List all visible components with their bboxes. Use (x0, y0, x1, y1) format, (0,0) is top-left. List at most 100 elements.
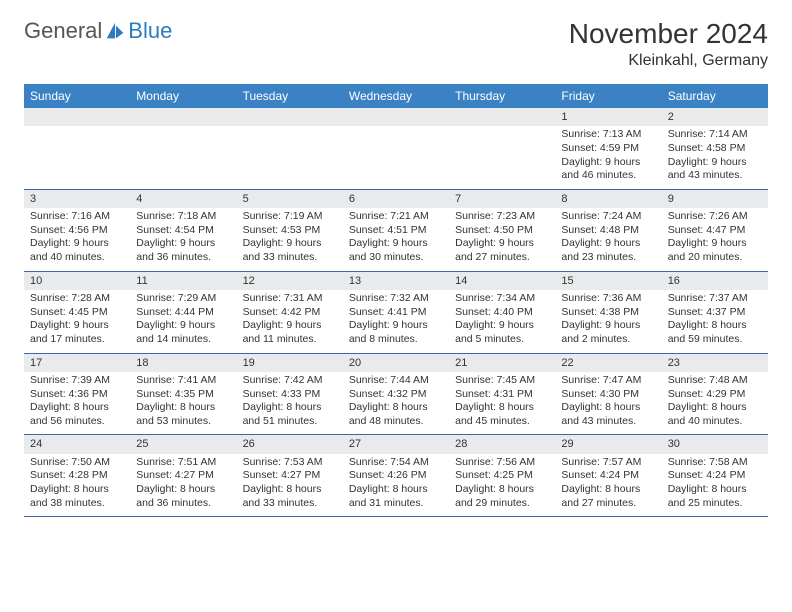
dayname-wednesday: Wednesday (343, 84, 449, 108)
day-number: 19 (237, 354, 343, 372)
calendar-cell: 12Sunrise: 7:31 AMSunset: 4:42 PMDayligh… (237, 271, 343, 353)
calendar-cell: 24Sunrise: 7:50 AMSunset: 4:28 PMDayligh… (24, 435, 130, 517)
calendar-cell: 8Sunrise: 7:24 AMSunset: 4:48 PMDaylight… (555, 189, 661, 271)
day-content: Sunrise: 7:53 AMSunset: 4:27 PMDaylight:… (237, 454, 343, 517)
day-number: 12 (237, 272, 343, 290)
day-number: 27 (343, 435, 449, 453)
calendar-cell: 18Sunrise: 7:41 AMSunset: 4:35 PMDayligh… (130, 353, 236, 435)
day-content: Sunrise: 7:54 AMSunset: 4:26 PMDaylight:… (343, 454, 449, 517)
day-content: Sunrise: 7:13 AMSunset: 4:59 PMDaylight:… (555, 126, 661, 189)
day-content: Sunrise: 7:56 AMSunset: 4:25 PMDaylight:… (449, 454, 555, 517)
day-number: 10 (24, 272, 130, 290)
calendar-cell: 26Sunrise: 7:53 AMSunset: 4:27 PMDayligh… (237, 435, 343, 517)
calendar-cell: 19Sunrise: 7:42 AMSunset: 4:33 PMDayligh… (237, 353, 343, 435)
day-content: Sunrise: 7:34 AMSunset: 4:40 PMDaylight:… (449, 290, 555, 353)
day-number: 23 (662, 354, 768, 372)
calendar-cell: 14Sunrise: 7:34 AMSunset: 4:40 PMDayligh… (449, 271, 555, 353)
day-number: 20 (343, 354, 449, 372)
day-content: Sunrise: 7:45 AMSunset: 4:31 PMDaylight:… (449, 372, 555, 435)
day-content: Sunrise: 7:26 AMSunset: 4:47 PMDaylight:… (662, 208, 768, 271)
day-content: Sunrise: 7:29 AMSunset: 4:44 PMDaylight:… (130, 290, 236, 353)
day-number: 25 (130, 435, 236, 453)
day-content: Sunrise: 7:48 AMSunset: 4:29 PMDaylight:… (662, 372, 768, 435)
header: General Blue November 2024 Kleinkahl, Ge… (24, 18, 768, 70)
calendar-cell (130, 108, 236, 189)
calendar-cell: 29Sunrise: 7:57 AMSunset: 4:24 PMDayligh… (555, 435, 661, 517)
day-number: 26 (237, 435, 343, 453)
dayname-friday: Friday (555, 84, 661, 108)
day-content: Sunrise: 7:50 AMSunset: 4:28 PMDaylight:… (24, 454, 130, 517)
calendar-table: SundayMondayTuesdayWednesdayThursdayFrid… (24, 84, 768, 517)
day-number: 2 (662, 108, 768, 126)
month-title: November 2024 (569, 18, 768, 50)
day-content: Sunrise: 7:58 AMSunset: 4:24 PMDaylight:… (662, 454, 768, 517)
day-number: 22 (555, 354, 661, 372)
day-content: Sunrise: 7:23 AMSunset: 4:50 PMDaylight:… (449, 208, 555, 271)
calendar-cell (343, 108, 449, 189)
calendar-cell: 10Sunrise: 7:28 AMSunset: 4:45 PMDayligh… (24, 271, 130, 353)
calendar-row: 24Sunrise: 7:50 AMSunset: 4:28 PMDayligh… (24, 435, 768, 517)
day-number: 9 (662, 190, 768, 208)
calendar-row: 3Sunrise: 7:16 AMSunset: 4:56 PMDaylight… (24, 189, 768, 271)
calendar-cell: 15Sunrise: 7:36 AMSunset: 4:38 PMDayligh… (555, 271, 661, 353)
day-content: Sunrise: 7:41 AMSunset: 4:35 PMDaylight:… (130, 372, 236, 435)
day-content: Sunrise: 7:37 AMSunset: 4:37 PMDaylight:… (662, 290, 768, 353)
day-content: Sunrise: 7:39 AMSunset: 4:36 PMDaylight:… (24, 372, 130, 435)
calendar-cell: 11Sunrise: 7:29 AMSunset: 4:44 PMDayligh… (130, 271, 236, 353)
title-block: November 2024 Kleinkahl, Germany (569, 18, 768, 70)
calendar-cell: 6Sunrise: 7:21 AMSunset: 4:51 PMDaylight… (343, 189, 449, 271)
calendar-cell: 23Sunrise: 7:48 AMSunset: 4:29 PMDayligh… (662, 353, 768, 435)
location: Kleinkahl, Germany (569, 52, 768, 70)
day-number: 16 (662, 272, 768, 290)
dayname-row: SundayMondayTuesdayWednesdayThursdayFrid… (24, 84, 768, 108)
calendar-cell (449, 108, 555, 189)
day-number: 6 (343, 190, 449, 208)
day-content: Sunrise: 7:19 AMSunset: 4:53 PMDaylight:… (237, 208, 343, 271)
calendar-cell: 2Sunrise: 7:14 AMSunset: 4:58 PMDaylight… (662, 108, 768, 189)
sail-icon (104, 20, 126, 42)
day-number: 7 (449, 190, 555, 208)
day-content: Sunrise: 7:32 AMSunset: 4:41 PMDaylight:… (343, 290, 449, 353)
day-content: Sunrise: 7:44 AMSunset: 4:32 PMDaylight:… (343, 372, 449, 435)
calendar-cell: 4Sunrise: 7:18 AMSunset: 4:54 PMDaylight… (130, 189, 236, 271)
day-content: Sunrise: 7:28 AMSunset: 4:45 PMDaylight:… (24, 290, 130, 353)
calendar-cell (24, 108, 130, 189)
logo-text-blue: Blue (128, 18, 172, 44)
calendar-cell: 5Sunrise: 7:19 AMSunset: 4:53 PMDaylight… (237, 189, 343, 271)
day-number: 13 (343, 272, 449, 290)
dayname-saturday: Saturday (662, 84, 768, 108)
calendar-cell: 7Sunrise: 7:23 AMSunset: 4:50 PMDaylight… (449, 189, 555, 271)
day-number: 17 (24, 354, 130, 372)
day-content: Sunrise: 7:42 AMSunset: 4:33 PMDaylight:… (237, 372, 343, 435)
calendar-cell: 9Sunrise: 7:26 AMSunset: 4:47 PMDaylight… (662, 189, 768, 271)
day-number: 21 (449, 354, 555, 372)
day-number: 29 (555, 435, 661, 453)
day-content: Sunrise: 7:36 AMSunset: 4:38 PMDaylight:… (555, 290, 661, 353)
day-content: Sunrise: 7:24 AMSunset: 4:48 PMDaylight:… (555, 208, 661, 271)
calendar-cell: 3Sunrise: 7:16 AMSunset: 4:56 PMDaylight… (24, 189, 130, 271)
calendar-cell: 27Sunrise: 7:54 AMSunset: 4:26 PMDayligh… (343, 435, 449, 517)
calendar-cell: 16Sunrise: 7:37 AMSunset: 4:37 PMDayligh… (662, 271, 768, 353)
day-content: Sunrise: 7:21 AMSunset: 4:51 PMDaylight:… (343, 208, 449, 271)
day-number: 28 (449, 435, 555, 453)
day-number: 11 (130, 272, 236, 290)
day-content: Sunrise: 7:16 AMSunset: 4:56 PMDaylight:… (24, 208, 130, 271)
day-content: Sunrise: 7:18 AMSunset: 4:54 PMDaylight:… (130, 208, 236, 271)
day-number: 24 (24, 435, 130, 453)
calendar-cell: 21Sunrise: 7:45 AMSunset: 4:31 PMDayligh… (449, 353, 555, 435)
dayname-thursday: Thursday (449, 84, 555, 108)
logo-text-general: General (24, 18, 102, 44)
calendar-cell: 20Sunrise: 7:44 AMSunset: 4:32 PMDayligh… (343, 353, 449, 435)
day-number: 15 (555, 272, 661, 290)
day-content: Sunrise: 7:57 AMSunset: 4:24 PMDaylight:… (555, 454, 661, 517)
calendar-cell: 28Sunrise: 7:56 AMSunset: 4:25 PMDayligh… (449, 435, 555, 517)
calendar-cell: 13Sunrise: 7:32 AMSunset: 4:41 PMDayligh… (343, 271, 449, 353)
day-number: 3 (24, 190, 130, 208)
dayname-tuesday: Tuesday (237, 84, 343, 108)
day-number: 4 (130, 190, 236, 208)
dayname-sunday: Sunday (24, 84, 130, 108)
day-content: Sunrise: 7:31 AMSunset: 4:42 PMDaylight:… (237, 290, 343, 353)
calendar-row: 10Sunrise: 7:28 AMSunset: 4:45 PMDayligh… (24, 271, 768, 353)
day-content: Sunrise: 7:51 AMSunset: 4:27 PMDaylight:… (130, 454, 236, 517)
day-number: 8 (555, 190, 661, 208)
